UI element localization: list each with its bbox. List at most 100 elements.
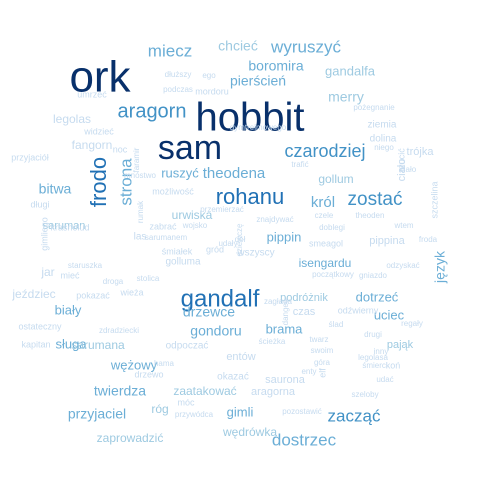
word-pippina: pippina [369, 235, 405, 247]
word-drugi: drugi [364, 330, 382, 339]
word-smialek: śmiałek [162, 246, 193, 256]
word-odzwierny: odźwierny [338, 305, 379, 315]
word-dziewcze: dziewczę [235, 223, 244, 256]
word-wieza: wieża [119, 287, 143, 297]
word-gollum: gollum [318, 172, 353, 186]
word-golluma: golluma [165, 257, 200, 268]
word-merry: merry [328, 89, 364, 105]
word-drzewo: drzewo [134, 369, 163, 379]
word-dlugi: długi [30, 199, 49, 209]
word-wszyscy: wszyscy [236, 248, 274, 259]
word-isengardu: isengardu [299, 256, 352, 270]
word-faramir: faramir [132, 147, 141, 172]
word-gondoru: gondoru [190, 323, 241, 339]
word-czele: czele [315, 211, 334, 220]
word-sciezka: ścieżka [259, 337, 286, 346]
word-smierci: śmierci [362, 361, 388, 370]
word-zostac: zostać [348, 189, 403, 210]
word-odzyskac: odzyskać [386, 261, 419, 270]
word-miecz: miecz [148, 41, 192, 60]
word-saurona: saurona [265, 374, 306, 386]
word-boromira: boromira [248, 58, 303, 74]
word-aragorn: aragorn [118, 100, 187, 122]
word-mordoru: mordoru [195, 86, 229, 96]
word-gandalfa: gandalfa [325, 63, 376, 78]
word-rog: róg [151, 402, 168, 416]
word-pozostawic: pozostawić [282, 407, 322, 416]
word-wedrowka: wędrówka [222, 425, 277, 439]
word-pokazac: pokazać [76, 290, 110, 300]
word-widziec: widzieć [83, 126, 114, 136]
word-slad: ślad [329, 320, 344, 329]
word-cialo: ciało [400, 165, 417, 174]
word-sarumanem: sarumanem [145, 233, 188, 242]
word-wojsko: wojsko [182, 221, 208, 230]
word-udac: udać [376, 375, 393, 384]
word-przywodca: przywódca [175, 410, 214, 419]
word-cialo: ciało [396, 159, 408, 182]
word-jar: jar [40, 265, 54, 279]
word-dolina: dolina [370, 134, 397, 145]
word-mozliwosc: możliwość [152, 186, 194, 196]
word-mnostwo: mnóstwo [124, 171, 157, 180]
word-szczelina: szczelina [429, 181, 439, 218]
word-drzewce: drzewce [183, 304, 235, 320]
word-kon: koń [386, 360, 401, 370]
word-wyruszyc: wyruszyć [270, 37, 341, 56]
word-ostateczny: ostateczny [18, 321, 62, 331]
word-doblegi: doblegi [319, 223, 345, 232]
word-urwiska: urwiska [172, 208, 213, 222]
word-ork: ork [69, 53, 131, 102]
word-hama: hama [154, 359, 175, 368]
word-legolasa: legolasa [358, 353, 388, 362]
word-pajak: pająk [387, 339, 414, 351]
word-gniazdo: gniazdo [359, 271, 388, 280]
word-hobbit: hobbit [196, 96, 305, 140]
word-bialy: biały [55, 302, 82, 317]
word-twarz: twarz [309, 335, 328, 344]
word-theoden: theoden [356, 211, 385, 220]
word-droga: droga [103, 277, 124, 286]
word-jezyk: język [432, 250, 448, 284]
word-niego: niego [374, 143, 394, 152]
word-zabrac: zabrać [149, 221, 177, 231]
word-frodo: frodo [86, 157, 111, 207]
word-dangee: dangeé [281, 298, 290, 325]
word-ziemia: ziemia [368, 120, 397, 131]
word-swoim: swoim [311, 346, 334, 355]
word-podroznik: podróżnik [280, 292, 328, 304]
word-zaczac: zacząć [328, 406, 381, 425]
word-regaly: regały [401, 319, 423, 328]
word-staruszka: staruszka [68, 261, 103, 270]
word-rohanu: rohanu [216, 184, 285, 209]
word-gandalf: gandalf [181, 285, 260, 312]
word-saruman: saruman [43, 220, 86, 232]
word-chciec: chcieć [218, 38, 258, 54]
word-dotrzec: dotrzeć [356, 289, 399, 304]
word-dostrzec: dostrzec [272, 430, 337, 449]
word-sam: sam [158, 129, 222, 167]
word-uciec: uciec [374, 307, 405, 322]
word-szeloby: szeloby [351, 390, 378, 399]
word-przyjaciel: przyjaciel [68, 406, 126, 422]
word-okazac: okazać [217, 372, 249, 383]
word-twierdza: twierdza [94, 383, 146, 399]
word-gimli: gimli [227, 404, 254, 419]
word-znajdywac: znajdywać [256, 215, 293, 224]
word-zaprowadzic: zaprowadzić [97, 431, 164, 445]
word-inny: inny [374, 347, 389, 356]
word-zaglada: zagłada [264, 297, 293, 306]
word-ruszyc: ruszyć [161, 165, 199, 180]
word-enty: enty [301, 367, 316, 376]
word-sluga: sługa [55, 336, 87, 351]
word-zdradziecki: zdradziecki [99, 326, 139, 335]
word-dymtrelmowego: dymtrelmowego [230, 123, 287, 132]
word-kapitan: kapitan [21, 339, 50, 349]
word-las: las [134, 232, 147, 243]
word-krol: król [311, 194, 335, 211]
word-stolica: stolica [137, 274, 160, 283]
word-wezowy: wężowy [110, 357, 158, 372]
word-trafic: trafić [291, 160, 308, 169]
word-smeagol: smeagol [309, 238, 343, 248]
